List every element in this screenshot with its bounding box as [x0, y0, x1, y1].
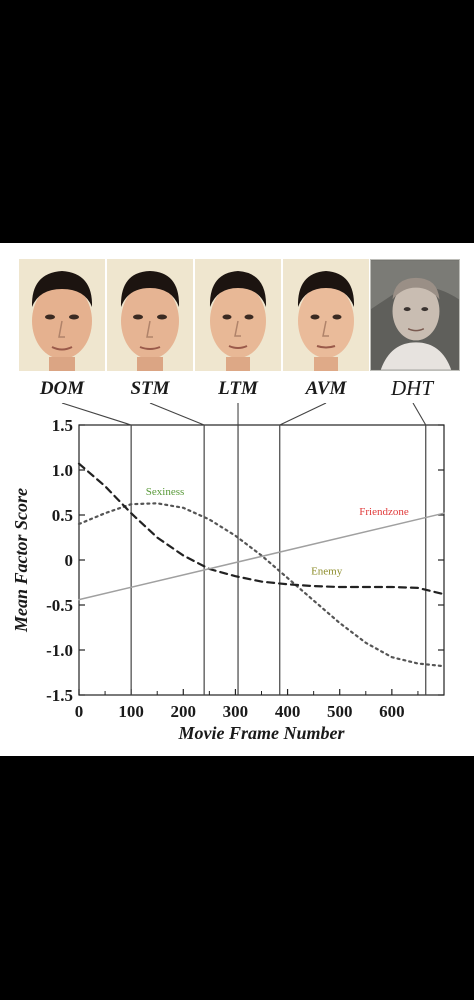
series-line: [78, 512, 445, 601]
series-annotation: Sexiness: [146, 486, 185, 498]
marker-connector: [149, 403, 205, 426]
series-line: [77, 502, 446, 668]
figure-panel: DOM STM LTM AVM DHT 1.5 1.0 0.5 0 -0.5 -1.0 -1…: [0, 243, 474, 756]
plot-area: [78, 424, 445, 696]
face-label: STM: [130, 378, 170, 399]
face-portrait-icon: [19, 259, 105, 371]
face-portrait-icon: [283, 259, 369, 371]
marker-connector: [61, 403, 132, 426]
y-axis-label: Mean Factor Score: [11, 488, 31, 633]
face-photo-icon: [370, 259, 460, 371]
x-tick-label: 600: [379, 702, 405, 721]
x-tick-label: 0: [75, 702, 84, 721]
y-tick-label: -1.5: [46, 686, 73, 705]
x-tick-label: 500: [327, 702, 353, 721]
x-tick-label: 300: [223, 702, 249, 721]
y-tick-label: -1.0: [46, 641, 73, 660]
series-annotation: Friendzone: [359, 506, 409, 518]
marker-connector: [279, 403, 327, 426]
series-line: [77, 462, 446, 596]
face-label: LTM: [218, 378, 258, 399]
line-chart: 1.51.00.50-0.5-1.0-1.50 100 200 300 400 500 60…: [11, 403, 446, 743]
y-tick-label: 1.0: [52, 461, 73, 480]
y-tick-label: 1.5: [52, 416, 73, 435]
series-annotation: Enemy: [311, 565, 343, 577]
x-tick-label: 100: [118, 702, 144, 721]
face-label: DHT: [390, 376, 433, 400]
x-tick-label: 400: [275, 702, 301, 721]
face-portrait-icon: [107, 259, 193, 371]
y-tick-label: -0.5: [46, 596, 73, 615]
y-tick-label: 0: [65, 551, 74, 570]
x-axis-label: Movie Frame Number: [178, 723, 346, 743]
face-label: AVM: [305, 378, 347, 399]
marker-connector: [412, 403, 427, 426]
x-tick-label: 200: [171, 702, 197, 721]
face-label: DOM: [39, 378, 85, 399]
face-portrait-icon: [195, 259, 281, 371]
y-tick-label: 0.5: [52, 506, 73, 525]
